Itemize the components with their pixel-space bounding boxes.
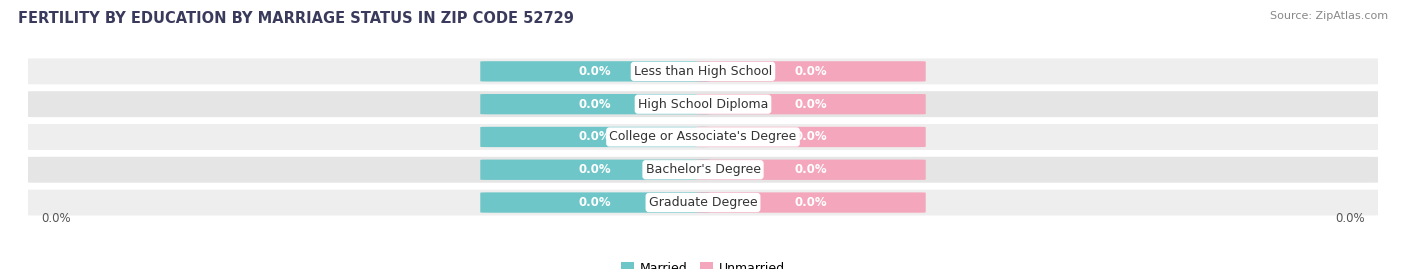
- Text: College or Associate's Degree: College or Associate's Degree: [609, 130, 797, 143]
- FancyBboxPatch shape: [25, 58, 1381, 84]
- Text: 0.0%: 0.0%: [794, 130, 827, 143]
- Text: 0.0%: 0.0%: [579, 98, 612, 111]
- FancyBboxPatch shape: [696, 192, 925, 213]
- Text: 0.0%: 0.0%: [794, 98, 827, 111]
- Text: 0.0%: 0.0%: [579, 196, 612, 209]
- FancyBboxPatch shape: [25, 190, 1381, 215]
- Text: High School Diploma: High School Diploma: [638, 98, 768, 111]
- Text: Less than High School: Less than High School: [634, 65, 772, 78]
- Text: FERTILITY BY EDUCATION BY MARRIAGE STATUS IN ZIP CODE 52729: FERTILITY BY EDUCATION BY MARRIAGE STATU…: [18, 11, 574, 26]
- Text: Source: ZipAtlas.com: Source: ZipAtlas.com: [1270, 11, 1388, 21]
- Text: Bachelor's Degree: Bachelor's Degree: [645, 163, 761, 176]
- Text: 0.0%: 0.0%: [794, 196, 827, 209]
- Text: Graduate Degree: Graduate Degree: [648, 196, 758, 209]
- Legend: Married, Unmarried: Married, Unmarried: [616, 257, 790, 269]
- FancyBboxPatch shape: [481, 94, 710, 114]
- Text: 0.0%: 0.0%: [794, 65, 827, 78]
- FancyBboxPatch shape: [696, 127, 925, 147]
- FancyBboxPatch shape: [696, 61, 925, 82]
- FancyBboxPatch shape: [481, 192, 710, 213]
- FancyBboxPatch shape: [25, 124, 1381, 150]
- FancyBboxPatch shape: [25, 91, 1381, 117]
- FancyBboxPatch shape: [696, 160, 925, 180]
- FancyBboxPatch shape: [696, 94, 925, 114]
- Text: 0.0%: 0.0%: [1334, 213, 1364, 225]
- Text: 0.0%: 0.0%: [579, 163, 612, 176]
- FancyBboxPatch shape: [481, 160, 710, 180]
- Text: 0.0%: 0.0%: [42, 213, 72, 225]
- FancyBboxPatch shape: [25, 157, 1381, 183]
- FancyBboxPatch shape: [481, 61, 710, 82]
- Text: 0.0%: 0.0%: [579, 130, 612, 143]
- Text: 0.0%: 0.0%: [794, 163, 827, 176]
- FancyBboxPatch shape: [481, 127, 710, 147]
- Text: 0.0%: 0.0%: [579, 65, 612, 78]
